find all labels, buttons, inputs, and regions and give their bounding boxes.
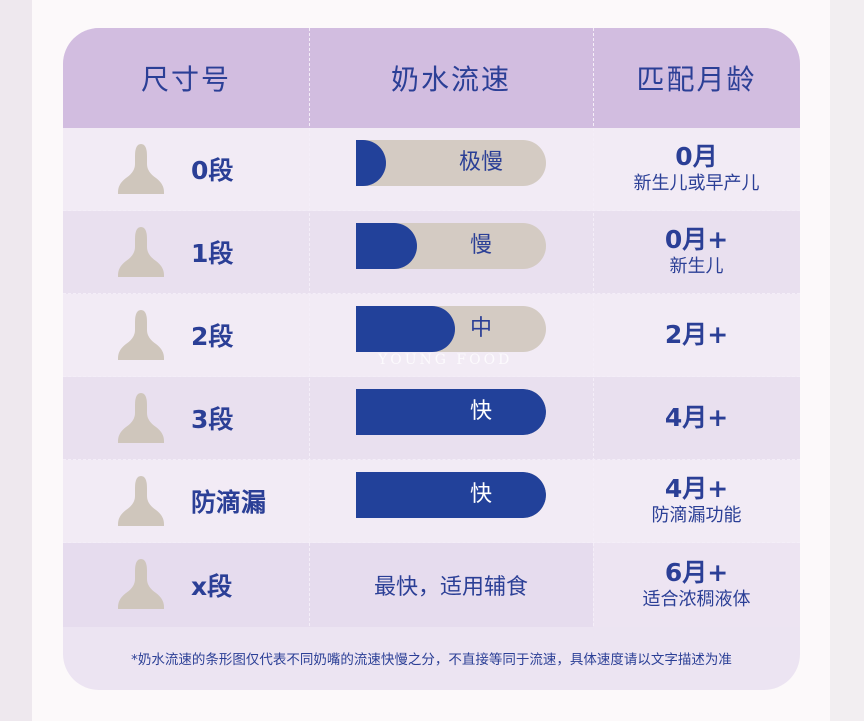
flow-bar-fill: [356, 140, 387, 186]
header-size: 尺寸号: [140, 63, 231, 96]
flow-cell: 中: [309, 294, 593, 376]
flow-bar: 快: [356, 389, 546, 435]
size-cell: 3段: [63, 377, 309, 459]
age-value: 0月: [675, 142, 718, 171]
size-label: 3段: [191, 405, 234, 434]
column-divider: [309, 28, 310, 626]
table-body: 0段 极慢 0月 新生儿或早产儿 1段 慢: [63, 128, 800, 627]
flow-bar-fill: [356, 223, 417, 269]
age-cell: 4月+ 防滴漏功能: [593, 460, 800, 542]
flow-label: 快: [469, 399, 492, 424]
table-header: 尺寸号 奶水流速 匹配月龄: [63, 28, 800, 128]
header-flow: 奶水流速: [390, 63, 511, 96]
flow-cell: 快: [309, 377, 593, 459]
age-cell: 2月+: [593, 294, 800, 376]
size-cell: 2段: [63, 294, 309, 376]
age-cell: 6月+ 适合浓稠液体: [593, 543, 800, 627]
flow-text: 最快，适用辅食: [373, 575, 528, 600]
column-divider: [593, 28, 594, 626]
size-cell: 0段: [63, 128, 309, 210]
age-value: 6月+: [664, 558, 729, 587]
header-age: 匹配月龄: [636, 63, 757, 96]
age-note: 新生儿: [669, 256, 724, 277]
flow-label: 中: [469, 316, 492, 341]
size-cell: x段: [63, 543, 309, 627]
flow-bar: 极慢: [356, 140, 546, 186]
flow-label: 慢: [469, 233, 492, 258]
table-row: x段 最快，适用辅食 6月+ 适合浓稠液体: [63, 543, 800, 627]
flow-bar: 慢: [356, 223, 546, 269]
size-label: 防滴漏: [191, 488, 267, 517]
nipple-size-table: 尺寸号 奶水流速 匹配月龄 0段 极慢 0月 新生儿或早产儿: [63, 28, 800, 690]
table-row: 2段 中 2月+: [63, 294, 800, 377]
age-cell: 4月+: [593, 377, 800, 459]
age-value: 2月+: [664, 320, 729, 349]
size-cell: 防滴漏: [63, 460, 309, 542]
nipple-icon: [118, 476, 164, 526]
nipple-icon: [118, 310, 164, 360]
age-value: 0月+: [664, 225, 729, 254]
background-strip-right: [830, 0, 864, 721]
footnote: *奶水流速的条形图仅代表不同奶嘴的流速快慢之分，不直接等同于流速，具体速度请以文…: [131, 652, 732, 668]
flow-bar: 快: [356, 472, 546, 518]
size-label: 1段: [191, 239, 234, 268]
size-label: 0段: [191, 156, 234, 185]
size-label: 2段: [191, 322, 234, 351]
age-value: 4月+: [664, 403, 729, 432]
flow-cell: 极慢: [309, 128, 593, 210]
age-cell: 0月 新生儿或早产儿: [593, 128, 800, 210]
nipple-icon: [118, 227, 164, 277]
flow-bar: 中: [356, 306, 546, 352]
flow-cell: 快: [309, 460, 593, 542]
age-note: 新生儿或早产儿: [633, 173, 760, 194]
flow-cell: 慢: [309, 211, 593, 293]
table-row: 1段 慢 0月+ 新生儿: [63, 211, 800, 294]
table-row: 3段 快 4月+: [63, 377, 800, 460]
age-value: 4月+: [664, 474, 729, 503]
flow-bar-fill: [356, 389, 546, 435]
flow-bar-fill: [356, 306, 455, 352]
size-cell: 1段: [63, 211, 309, 293]
nipple-icon: [118, 393, 164, 443]
flow-bar-fill: [356, 472, 546, 518]
age-note: 防滴漏功能: [651, 505, 742, 526]
background-strip-left: [0, 0, 32, 721]
table-row: 0段 极慢 0月 新生儿或早产儿: [63, 128, 800, 211]
watermark: YOUNG FOOD: [378, 352, 513, 368]
table-row: 防滴漏 快 4月+ 防滴漏功能: [63, 460, 800, 543]
nipple-icon: [118, 559, 164, 609]
size-label: x段: [191, 572, 233, 601]
age-note: 适合浓稠液体: [642, 589, 751, 610]
flow-cell: 最快，适用辅食: [309, 543, 593, 627]
age-cell: 0月+ 新生儿: [593, 211, 800, 293]
nipple-icon: [118, 144, 164, 194]
flow-label: 极慢: [458, 150, 503, 175]
flow-label: 快: [469, 482, 492, 507]
